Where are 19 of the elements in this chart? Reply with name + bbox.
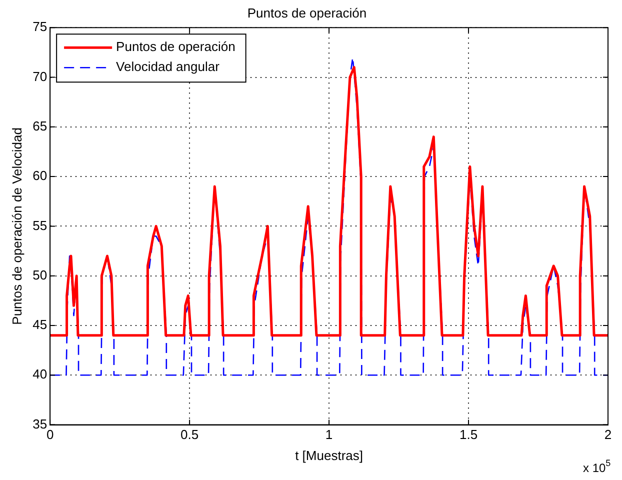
y-tick-label: 60 [32,168,48,184]
x-tick-label: 1 [325,427,333,442]
chart-title: Puntos de operación [247,5,367,20]
y-tick-label: 50 [32,267,48,282]
x-axis-title: t [Muestras] [295,448,363,463]
y-tick-label: 75 [32,19,48,34]
x-tick-label: 1.5 [459,427,478,442]
x-tick-label: 0.5 [180,427,199,442]
y-tick-label: 35 [32,416,48,432]
y-tick-label: 40 [32,366,48,382]
y-tick-label: 45 [32,317,48,332]
legend-label: Puntos de operación [116,39,236,54]
x-tick-label: 2 [604,427,612,442]
x-tick-label: 0 [46,427,54,442]
y-tick-label: 70 [32,68,48,84]
y-tick-label: 65 [32,118,48,134]
legend-label: Velocidad angular [116,59,220,74]
y-tick-label: 55 [32,218,48,233]
y-axis-title: Puntos de operación de Velocidad [9,128,24,325]
